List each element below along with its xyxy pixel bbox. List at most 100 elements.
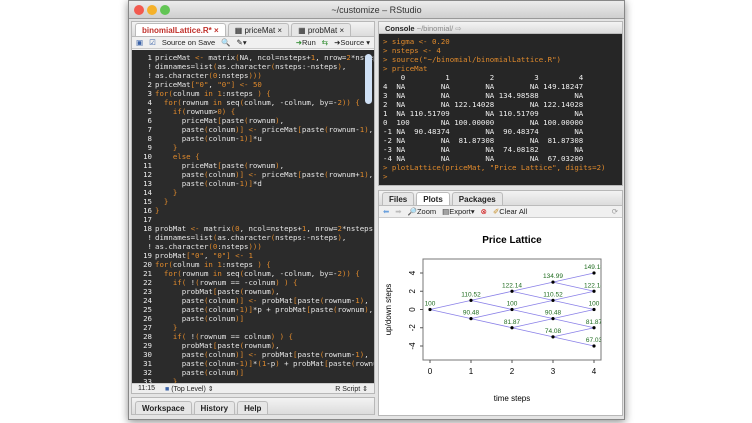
- line-number: !: [147, 242, 152, 251]
- wand-icon[interactable]: ✎▾: [236, 38, 247, 47]
- price-lattice-plot: Price Lattice100110.5290.48122.1410081.8…: [384, 235, 604, 403]
- x-tick-label: 0: [428, 367, 433, 376]
- tab-workspace[interactable]: Workspace: [135, 401, 192, 414]
- code-line: as.character(0:nsteps))): [155, 71, 262, 80]
- lattice-node: [592, 344, 596, 348]
- tab-label: priceMat: [244, 26, 276, 35]
- close-window-button[interactable]: [134, 5, 144, 15]
- code-line: probMat["0", "0"] <- 1: [155, 251, 253, 260]
- node-label: 149.18: [584, 264, 604, 271]
- line-number: 16: [143, 206, 152, 215]
- tab-probmat[interactable]: ▦ probMat ×: [291, 23, 352, 36]
- line-number: 20: [143, 260, 152, 269]
- node-label: 81.87: [586, 319, 603, 326]
- lattice-node: [510, 307, 514, 312]
- code-line: }: [172, 143, 178, 152]
- code-line: for(rownum in seq(colnum, -colnum, by=-2…: [163, 98, 360, 107]
- tab-plots[interactable]: Plots: [416, 192, 450, 205]
- lattice-node: [428, 307, 432, 312]
- console-line: 1 NA 110.51709 NA 110.51709 NA: [383, 109, 584, 118]
- console-line: -1 NA 90.48374 NA 90.48374 NA: [383, 127, 584, 136]
- function-icon: ■: [165, 385, 170, 393]
- code-line: paste(colnum-1)]*d: [155, 179, 262, 188]
- forward-arrow-icon[interactable]: ➡: [395, 207, 402, 216]
- close-tab-icon[interactable]: ×: [214, 26, 219, 35]
- line-number: 3: [147, 89, 152, 98]
- refresh-icon[interactable]: ⟳: [611, 207, 618, 216]
- x-tick-label: 1: [469, 367, 474, 376]
- code-line: paste(colnum)]: [155, 314, 245, 323]
- tab-files[interactable]: Files: [382, 192, 415, 205]
- line-number: 15: [143, 197, 152, 206]
- lattice-node: [592, 271, 596, 275]
- lattice-node: [510, 326, 514, 330]
- editor-status-bar: 11:15 ■ (Top Level) ⇕ R Script ⇕: [132, 383, 374, 393]
- zoom-window-button[interactable]: [160, 5, 170, 15]
- code-lines[interactable]: priceMat <- matrix(NA, ncol=nsteps+1, nr…: [155, 53, 374, 383]
- line-number: 14: [143, 188, 152, 197]
- go-to-directory-icon[interactable]: ⇨: [455, 24, 462, 33]
- node-label: 100: [425, 301, 436, 308]
- scope-selector[interactable]: ■ (Top Level) ⇕: [165, 385, 214, 393]
- file-type-label: R Script: [335, 385, 361, 393]
- x-tick-label: 4: [592, 367, 597, 376]
- console-header: Console ~/binomial/ ⇨: [379, 22, 622, 34]
- tab-binomiallattice[interactable]: binomialLattice.R* ×: [135, 23, 226, 36]
- console-path: ~/binomial/: [416, 24, 454, 33]
- editor-pane: binomialLattice.R* × ▦ priceMat × ▦ prob…: [131, 21, 375, 394]
- back-arrow-icon[interactable]: ⬅: [383, 207, 390, 216]
- tab-pricemat[interactable]: ▦ priceMat ×: [227, 23, 290, 36]
- run-label: Run: [302, 38, 316, 47]
- line-number: 31: [143, 359, 152, 368]
- line-number: 30: [143, 350, 152, 359]
- console-output[interactable]: > sigma <- 0.20 > nsteps <- 4 > source("~/…: [379, 34, 622, 185]
- zoom-button[interactable]: 🔎Zoom: [407, 207, 437, 216]
- file-type-selector[interactable]: R Script ⇕: [335, 385, 368, 393]
- tab-packages[interactable]: Packages: [451, 192, 503, 205]
- line-number: 11: [143, 161, 152, 170]
- node-label: 81.87: [504, 319, 521, 326]
- lattice-edge: [552, 281, 595, 292]
- console-line: -3 NA NA NA 74.08182 NA: [383, 145, 584, 154]
- source-button[interactable]: ➜Source ▾: [334, 38, 370, 47]
- export-label: Export: [449, 207, 471, 216]
- line-number: 8: [147, 134, 152, 143]
- line-number: 25: [143, 305, 152, 314]
- lattice-edge: [470, 299, 513, 310]
- search-icon[interactable]: 🔍: [221, 38, 231, 47]
- console-line: 0 100 NA 100.00000 NA 100.00000: [383, 118, 584, 127]
- lattice-edge: [511, 309, 554, 320]
- workspace-pane: Workspace History Help: [131, 397, 375, 415]
- lattice-edge: [511, 281, 554, 292]
- console-line: 2 NA NA 122.14028 NA 122.14028: [383, 100, 584, 109]
- run-button[interactable]: ➜Run: [295, 38, 316, 47]
- tab-help[interactable]: Help: [237, 401, 269, 414]
- source-on-save-checkbox[interactable]: ☑: [149, 38, 156, 47]
- editor-scrollbar[interactable]: [365, 54, 372, 104]
- code-editor[interactable]: 1!! 2 3 4 5 6 7 8 9 10 11 12 13 14 15 16 17 18!! 19 20 21 22 2…: [132, 50, 374, 383]
- lattice-edge: [470, 309, 513, 320]
- node-label: 74.08: [545, 328, 562, 335]
- cursor-position: 11:15: [138, 385, 155, 392]
- y-tick-label: 4: [408, 270, 417, 275]
- code-line: paste(colnum)]: [155, 368, 245, 377]
- console-line: >: [383, 172, 392, 181]
- rerun-icon[interactable]: ⇆: [321, 38, 329, 47]
- line-number: !: [147, 62, 152, 71]
- minimize-window-button[interactable]: [147, 5, 157, 15]
- node-label: 110.52: [543, 291, 563, 298]
- lattice-node: [551, 298, 555, 302]
- clear-all-button[interactable]: ✐Clear All: [493, 207, 527, 216]
- save-icon[interactable]: ▣: [136, 38, 144, 47]
- tab-history[interactable]: History: [193, 401, 236, 414]
- code-line: }: [155, 206, 160, 215]
- export-button[interactable]: ▤Export▾: [442, 207, 475, 216]
- rstudio-window: ~/customize – RStudio binomialLattice.R*…: [128, 0, 625, 420]
- remove-plot-icon[interactable]: ⊗: [480, 207, 487, 216]
- line-number: 2: [147, 80, 152, 89]
- code-line: }: [172, 377, 178, 383]
- node-label: 67.03: [586, 337, 603, 344]
- code-line: probMat[paste(rownum),: [155, 341, 280, 350]
- lattice-node: [469, 317, 473, 321]
- lattice-edge: [552, 327, 595, 338]
